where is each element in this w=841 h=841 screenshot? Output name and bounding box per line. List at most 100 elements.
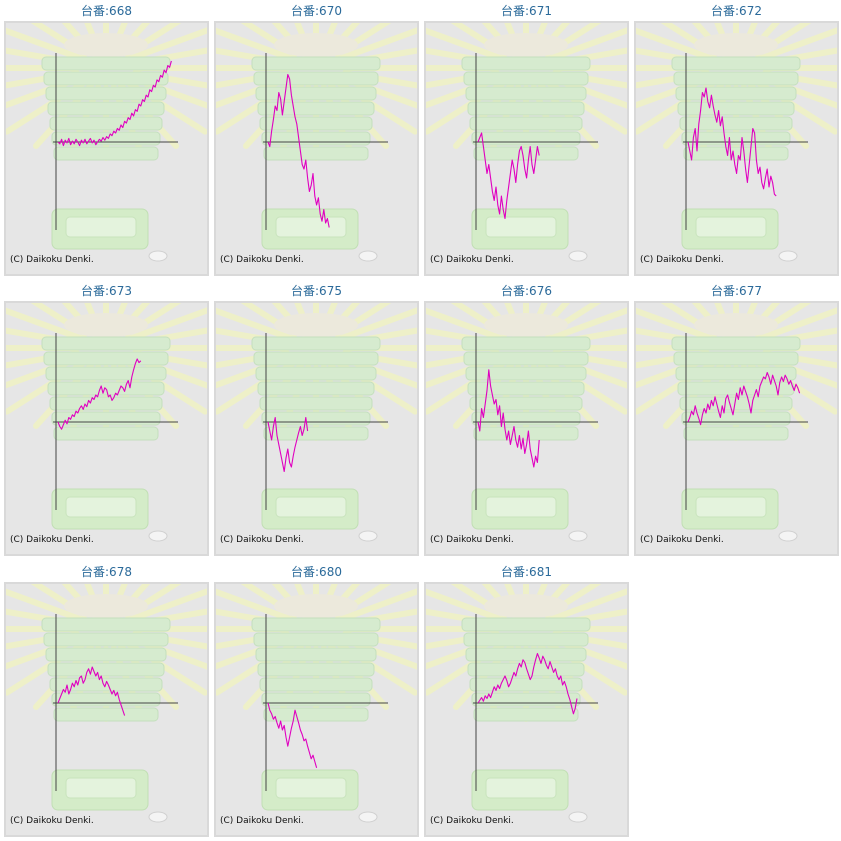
tier-block (53, 426, 159, 441)
tier-block (683, 146, 789, 161)
graph-title[interactable]: 台番:675 (291, 284, 342, 298)
crown-shape (64, 33, 148, 57)
series-line (477, 132, 540, 220)
graph-svg (636, 303, 837, 542)
graph-title[interactable]: 台番:673 (81, 284, 132, 298)
tier-block (463, 632, 589, 647)
graph-title[interactable]: 台番:677 (711, 284, 762, 298)
background-illustration (426, 584, 627, 823)
copyright-text: (C) Daikoku Denki. (640, 255, 724, 265)
crown-shape (484, 33, 568, 57)
tray-inner (65, 777, 137, 799)
background-illustration (216, 303, 417, 542)
sun-ray (6, 27, 84, 61)
graph-frame: (C) Daikoku Denki. (4, 21, 209, 276)
tier-block (45, 366, 167, 381)
graph-frame: (C) Daikoku Denki. (214, 301, 419, 556)
crown-shape (274, 33, 358, 57)
tier-block (43, 632, 169, 647)
tier-block (255, 86, 377, 101)
sun-ray (548, 307, 627, 341)
sun-ray (6, 307, 84, 341)
graph-frame: (C) Daikoku Denki. (4, 301, 209, 556)
coin-shape (148, 250, 168, 262)
crown-shape (694, 33, 778, 57)
tier-block (465, 366, 587, 381)
sun-ray (338, 307, 417, 341)
graph-svg (426, 584, 627, 823)
tier-block (679, 116, 793, 131)
tier-block (51, 692, 161, 707)
tier-block (257, 381, 375, 396)
copyright-text: (C) Daikoku Denki. (430, 255, 514, 265)
graph-svg (6, 23, 207, 262)
tray-inner (275, 216, 347, 238)
tray-inner (65, 496, 137, 518)
graph-title[interactable]: 台番:670 (291, 4, 342, 18)
sun-ray (216, 588, 294, 622)
background-illustration (216, 23, 417, 262)
series-line (267, 702, 318, 768)
tier-block (257, 101, 375, 116)
graph-title[interactable]: 台番:676 (501, 284, 552, 298)
tier-block (41, 56, 171, 71)
copyright-text: (C) Daikoku Denki. (10, 816, 94, 826)
sun-ray (548, 27, 627, 61)
tier-block (463, 351, 589, 366)
tray-inner (695, 496, 767, 518)
graph-title[interactable]: 台番:672 (711, 4, 762, 18)
tray-inner (485, 496, 557, 518)
tier-block (41, 336, 171, 351)
tier-block (259, 677, 373, 692)
sun-ray (426, 27, 504, 61)
graph-frame: (C) Daikoku Denki. (424, 582, 629, 837)
coin-shape (778, 250, 798, 262)
tier-block (261, 692, 371, 707)
series-line (57, 358, 142, 430)
tier-block (469, 116, 583, 131)
sun-ray (636, 307, 714, 341)
background-illustration (6, 303, 207, 542)
copyright-text: (C) Daikoku Denki. (10, 535, 94, 545)
graph-title[interactable]: 台番:668 (81, 4, 132, 18)
tray-inner (275, 777, 347, 799)
tier-block (53, 146, 159, 161)
sun-ray (548, 588, 627, 622)
tier-block (671, 56, 801, 71)
tray-inner (275, 496, 347, 518)
crown-shape (274, 313, 358, 337)
graph-frame: (C) Daikoku Denki. (424, 301, 629, 556)
tier-block (261, 131, 371, 146)
copyright-text: (C) Daikoku Denki. (220, 255, 304, 265)
graph-svg (6, 584, 207, 823)
series-line (267, 73, 330, 228)
tier-block (45, 647, 167, 662)
sun-ray (758, 307, 837, 341)
tier-block (473, 426, 579, 441)
graph-title[interactable]: 台番:678 (81, 565, 132, 579)
tier-block (259, 116, 373, 131)
graph-frame: (C) Daikoku Denki. (214, 21, 419, 276)
graph-svg (216, 303, 417, 542)
crown-shape (484, 594, 568, 618)
crown-shape (64, 594, 148, 618)
graph-title[interactable]: 台番:681 (501, 565, 552, 579)
tier-block (461, 56, 591, 71)
copyright-text: (C) Daikoku Denki. (220, 535, 304, 545)
tier-block (263, 707, 369, 722)
tier-block (253, 632, 379, 647)
series-line (477, 369, 540, 468)
tier-block (253, 71, 379, 86)
copyright-text: (C) Daikoku Denki. (10, 255, 94, 265)
graph-frame: (C) Daikoku Denki. (4, 582, 209, 837)
background-illustration (216, 584, 417, 823)
sun-ray (338, 27, 417, 61)
graph-title[interactable]: 台番:671 (501, 4, 552, 18)
graph-title[interactable]: 台番:680 (291, 565, 342, 579)
coin-shape (358, 530, 378, 542)
tier-block (467, 101, 585, 116)
background-illustration (6, 23, 207, 262)
sun-ray (338, 588, 417, 622)
tier-block (467, 662, 585, 677)
tray-inner (485, 216, 557, 238)
